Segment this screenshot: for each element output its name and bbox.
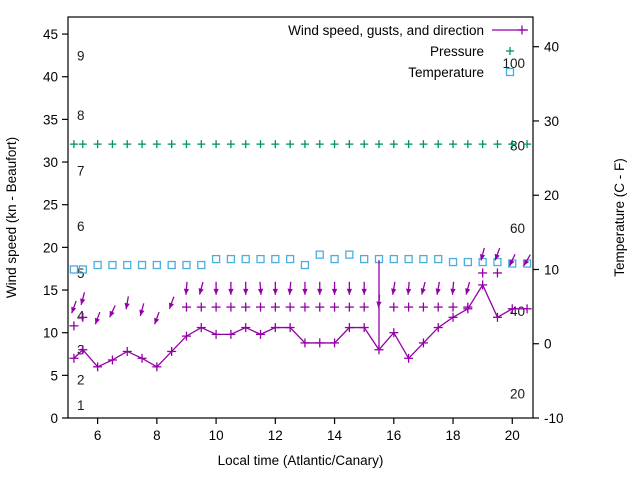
legend-label-0: Wind speed, gusts, and direction (288, 23, 484, 38)
beaufort-label-8: 8 (77, 108, 85, 123)
y-tick-label-5: 25 (43, 198, 58, 213)
y2-tick-label-1: 0 (544, 337, 552, 352)
y2-tick-label-0: -10 (544, 411, 564, 426)
plot-border (67, 16, 534, 419)
legend-label-2: Temperature (408, 65, 484, 80)
x-tick-label-5: 16 (386, 428, 401, 443)
y-tick-label-6: 30 (43, 155, 58, 170)
y2-tick-label-2: 10 (544, 262, 559, 277)
beaufort-label-4: 4 (77, 309, 85, 324)
x-axis-title: Local time (Atlantic/Canary) (218, 453, 384, 468)
x-tick-label-3: 12 (268, 428, 283, 443)
y-tick-label-9: 45 (43, 27, 58, 42)
wind-direction-arrows (71, 247, 531, 325)
y-tick-label-8: 40 (43, 70, 58, 85)
x-tick-label-4: 14 (327, 428, 343, 443)
series-pressure (69, 140, 532, 149)
x-tick-label-7: 20 (505, 428, 520, 443)
y2-tick-label-5: 40 (544, 40, 559, 55)
y-tick-label-7: 35 (43, 112, 58, 127)
series-temperature (69, 250, 532, 274)
y-tick-label-4: 20 (43, 240, 58, 255)
beaufort-label-6: 6 (77, 219, 85, 234)
y2-axis-title: Temperature (C - F) (612, 158, 627, 277)
fahrenheit-label-60: 60 (510, 221, 525, 236)
y2-tick-label-3: 20 (544, 188, 559, 203)
fahrenheit-label-80: 80 (510, 138, 525, 153)
beaufort-label-7: 7 (77, 164, 85, 179)
fahrenheit-label-40: 40 (510, 304, 525, 319)
y2-tick-label-4: 30 (544, 114, 559, 129)
y-tick-label-2: 10 (43, 326, 58, 341)
legend: Wind speed, gusts, and direction Pressure… (288, 23, 528, 80)
x-tick-label-2: 10 (209, 428, 224, 443)
x-tick-label-1: 8 (153, 428, 161, 443)
y-tick-label-1: 5 (50, 368, 58, 383)
y-tick-label-0: 0 (50, 411, 58, 426)
fahrenheit-label-100: 100 (502, 56, 525, 71)
y-tick-label-3: 15 (43, 283, 58, 298)
series-wind (69, 260, 532, 372)
fahrenheit-label-20: 20 (510, 386, 525, 401)
beaufort-label-1: 1 (77, 398, 85, 413)
beaufort-label-9: 9 (77, 48, 85, 63)
y-axis-title: Wind speed (kn - Beaufort) (4, 137, 19, 298)
x-tick-label-6: 18 (446, 428, 461, 443)
beaufort-label-2: 2 (77, 373, 85, 388)
x-tick-label-0: 6 (94, 428, 102, 443)
legend-label-1: Pressure (430, 44, 484, 59)
